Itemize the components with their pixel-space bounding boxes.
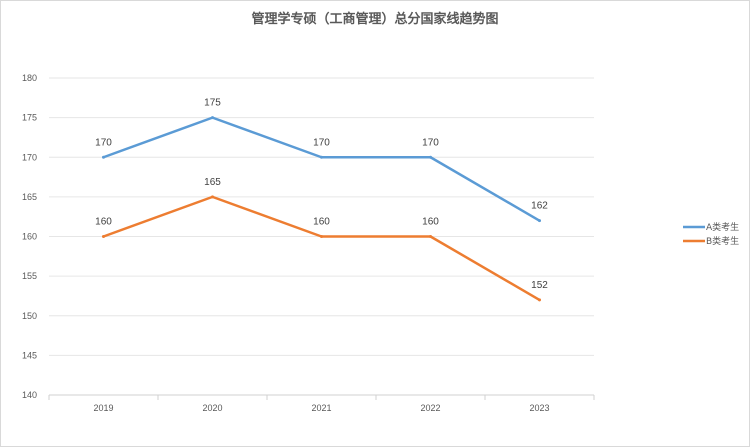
legend-label: A类考生 [706,221,739,233]
data-label: 160 [95,217,112,228]
legend-item: B类考生 [683,235,739,247]
data-point [429,235,432,238]
y-tick-label: 165 [22,192,37,202]
y-tick-label: 155 [22,271,37,281]
y-tick-label: 140 [22,390,37,400]
data-point [102,235,105,238]
legend-item: A类考生 [683,221,739,233]
axes: 140 145 150 155 160 165 170 175 180 2019 2020 2021 2… [22,73,595,413]
data-point [211,116,214,120]
x-tick-label: 2019 [93,403,113,413]
data-label: 152 [531,280,548,291]
series-group: 170 175 170 170 162 160 165 160 160 152 [95,98,548,302]
data-point [320,155,323,159]
data-point [102,155,105,159]
data-label: 160 [422,217,439,228]
data-label: 165 [204,177,221,188]
data-point [320,235,323,238]
y-tick-label: 180 [22,73,37,83]
chart-title: 管理学专硕（工商管理）总分国家线趋势图 [251,11,498,27]
series-2: 160 165 160 160 152 [95,177,548,302]
data-label: 170 [422,137,439,148]
y-tick-label: 160 [22,232,37,242]
series-line [102,195,541,302]
data-label: 170 [313,137,330,148]
x-tick-label: 2021 [311,403,331,413]
series-line [102,116,541,222]
x-tick-label: 2020 [202,403,222,413]
x-tick-label: 2022 [420,403,440,413]
series-1: 170 175 170 170 162 [95,98,548,223]
y-tick-label: 145 [22,350,37,360]
data-label: 160 [313,217,330,228]
x-tick-label: 2023 [529,403,549,413]
legend: A类考生 B类考生 [683,221,739,247]
data-label: 170 [95,137,112,148]
legend-label: B类考生 [706,235,739,247]
data-point [538,219,541,223]
data-label: 162 [531,201,548,212]
data-point [211,195,214,199]
y-tick-label: 170 [22,152,37,162]
data-label: 175 [204,98,221,109]
y-tick-label: 175 [22,113,37,123]
data-point [538,298,541,302]
data-point [429,155,432,159]
y-tick-label: 150 [22,311,37,321]
